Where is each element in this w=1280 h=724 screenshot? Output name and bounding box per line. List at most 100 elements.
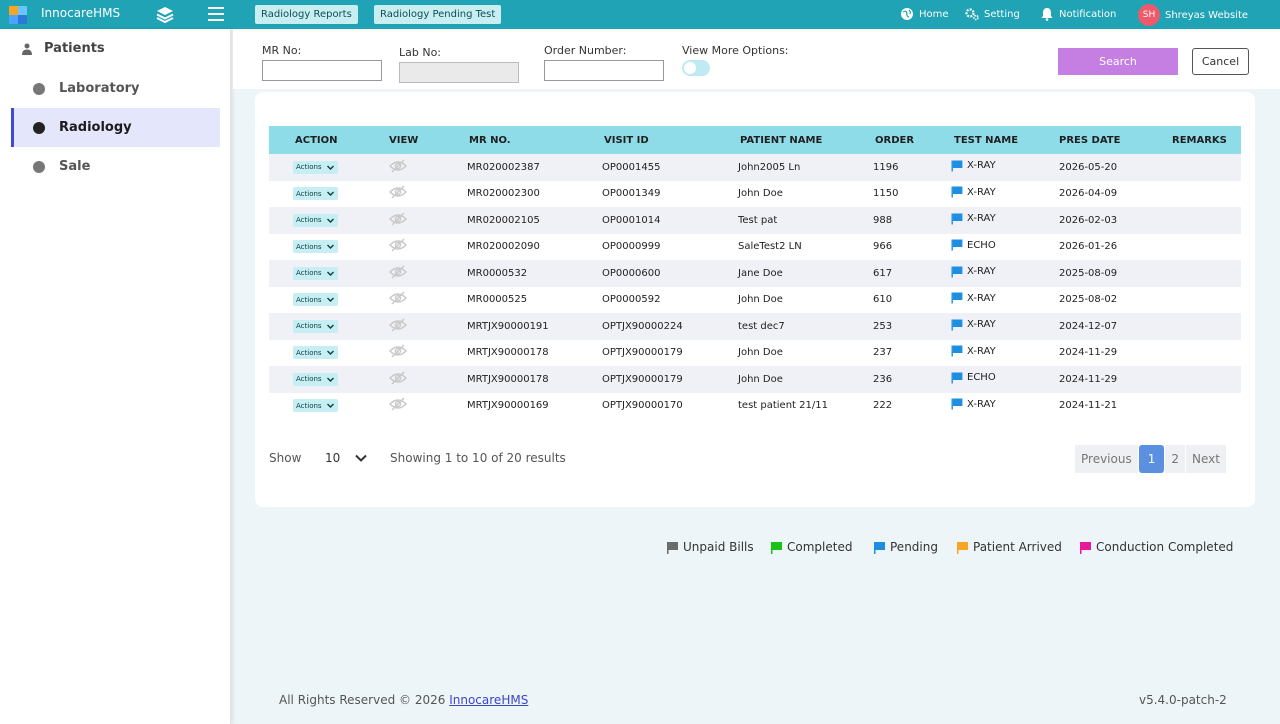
page-2-button[interactable]: 2 <box>1165 445 1185 473</box>
flag-icon <box>951 292 963 304</box>
actions-dropdown[interactable]: Actions <box>293 213 338 227</box>
mr-no-input[interactable] <box>262 60 382 81</box>
test-name-label: ECHO <box>967 372 996 384</box>
remarks-cell <box>1159 313 1241 340</box>
radiology-pending-test-tab[interactable]: Radiology Pending Test <box>374 5 502 24</box>
eye-off-icon[interactable] <box>388 371 408 385</box>
eye-off-icon[interactable] <box>388 344 408 358</box>
actions-dropdown[interactable]: Actions <box>293 293 338 307</box>
page-size-select[interactable]: 10 <box>325 451 368 465</box>
nav-setting[interactable]: Setting <box>965 7 1020 21</box>
hamburger-menu-icon[interactable] <box>207 5 225 23</box>
pres-date-cell: 2024-11-21 <box>1059 400 1118 412</box>
actions-dropdown[interactable]: Actions <box>293 319 338 333</box>
order-cell: 236 <box>873 373 893 385</box>
flag-icon <box>951 266 963 278</box>
eye-off-icon[interactable] <box>388 212 408 226</box>
legend-pending: Pending <box>873 540 938 554</box>
nav-notification[interactable]: Notification <box>1040 7 1116 21</box>
next-page-button[interactable]: Next <box>1186 445 1226 473</box>
order-cell: 610 <box>873 294 893 306</box>
layers-icon[interactable] <box>155 5 175 25</box>
user-menu[interactable]: SH Shreyas Website <box>1138 4 1248 26</box>
actions-dropdown[interactable]: Actions <box>293 399 338 413</box>
legend-unpaid-bills: Unpaid Bills <box>666 540 754 554</box>
gear-icon <box>965 8 979 21</box>
eye-off-icon[interactable] <box>388 397 408 411</box>
actions-dropdown[interactable]: Actions <box>293 187 338 201</box>
view-more-options-toggle[interactable] <box>682 60 710 76</box>
sidebar-section-patients[interactable]: Patients <box>20 41 105 56</box>
pres-date-cell: 2026-04-09 <box>1059 188 1118 200</box>
actions-dropdown[interactable]: Actions <box>293 372 338 386</box>
filter-bar: MR No: Lab No: Order Number: View More O… <box>233 29 1280 89</box>
patient-name-cell: test dec7 <box>738 320 785 332</box>
mr-no-cell: MR020002300 <box>467 188 540 200</box>
page-size-value: 10 <box>325 451 341 465</box>
pres-date-cell: 2025-08-09 <box>1059 267 1118 279</box>
patient-name-cell: John Doe <box>738 294 783 306</box>
remarks-cell <box>1159 234 1241 261</box>
test-name-label: X-RAY <box>967 319 996 331</box>
order-number-input[interactable] <box>544 60 664 81</box>
sidebar-item-laboratory[interactable]: Laboratory <box>11 69 220 108</box>
eye-off-icon[interactable] <box>388 238 408 252</box>
col-order: ORDER <box>875 134 915 146</box>
table-header-row: ACTION VIEW MR NO. VISIT ID PATIENT NAME… <box>269 126 1241 154</box>
patient-name-cell: test patient 21/11 <box>738 400 828 412</box>
search-button[interactable]: Search <box>1058 48 1178 75</box>
eye-off-icon[interactable] <box>388 318 408 332</box>
legend-label: Completed <box>787 540 853 554</box>
lab-no-input[interactable] <box>399 62 519 83</box>
actions-dropdown[interactable]: Actions <box>293 266 338 280</box>
actions-label: Actions <box>296 401 322 410</box>
patient-name-cell: SaleTest2 LN <box>738 241 802 253</box>
actions-dropdown[interactable]: Actions <box>293 346 338 360</box>
pres-date-cell: 2024-11-29 <box>1059 347 1118 359</box>
eye-off-icon[interactable] <box>388 185 408 199</box>
visit-id-cell: OPTJX90000224 <box>602 320 683 332</box>
footer-rights: All Rights Reserved © 2026 <box>279 693 446 707</box>
previous-page-button[interactable]: Previous <box>1075 445 1138 473</box>
table-row: Actions MRTJX90000178 OPTJX90000179 John Do… <box>269 339 1241 367</box>
radiology-reports-tab[interactable]: Radiology Reports <box>255 5 358 24</box>
sidebar-item-radiology[interactable]: Radiology <box>11 108 220 147</box>
table-row: Actions MRTJX90000178 OPTJX90000179 John Do… <box>269 366 1241 393</box>
chevron-down-icon <box>326 350 334 356</box>
nav-home[interactable]: Home <box>900 7 949 21</box>
results-table: ACTION VIEW MR NO. VISIT ID PATIENT NAME… <box>269 126 1241 419</box>
sidebar-item-sale[interactable]: Sale <box>11 147 220 186</box>
footer-link[interactable]: InnocareHMS <box>449 693 529 707</box>
page-1-button[interactable]: 1 <box>1138 445 1165 473</box>
eye-off-icon[interactable] <box>388 291 408 305</box>
cancel-button[interactable]: Cancel <box>1192 48 1249 75</box>
mr-no-cell: MR020002387 <box>467 161 540 173</box>
col-action: ACTION <box>295 134 338 146</box>
chevron-down-icon <box>326 324 334 329</box>
test-name-cell: ECHO <box>943 366 1048 393</box>
eye-off-icon[interactable] <box>388 159 408 173</box>
view-cell <box>385 181 458 208</box>
dot-icon <box>33 82 45 95</box>
chevron-down-icon <box>326 403 334 409</box>
logo-icon <box>9 6 27 24</box>
visit-id-cell: OP0001014 <box>602 214 661 226</box>
order-cell: 253 <box>873 320 893 332</box>
table-row: Actions MR0000525 OP0000592 John Doe 610 X-RA… <box>269 286 1241 313</box>
visit-id-cell: OP0000600 <box>602 267 661 279</box>
order-cell: 617 <box>873 267 893 279</box>
remarks-cell <box>1159 366 1241 393</box>
flag-icon <box>951 213 963 225</box>
globe-icon <box>901 8 913 20</box>
actions-dropdown[interactable]: Actions <box>293 240 338 254</box>
flag-icon <box>951 186 963 198</box>
mr-no-cell: MRTJX90000178 <box>467 347 549 359</box>
order-cell: 966 <box>873 241 893 253</box>
eye-off-icon[interactable] <box>388 265 408 279</box>
test-name-cell: X-RAY <box>943 181 1048 208</box>
test-name-cell: X-RAY <box>943 340 1048 367</box>
actions-dropdown[interactable]: Actions <box>293 160 338 174</box>
view-more-options-label: View More Options: <box>682 44 789 57</box>
user-name: Shreyas Website <box>1165 9 1249 21</box>
mr-no-label: MR No: <box>262 44 302 57</box>
